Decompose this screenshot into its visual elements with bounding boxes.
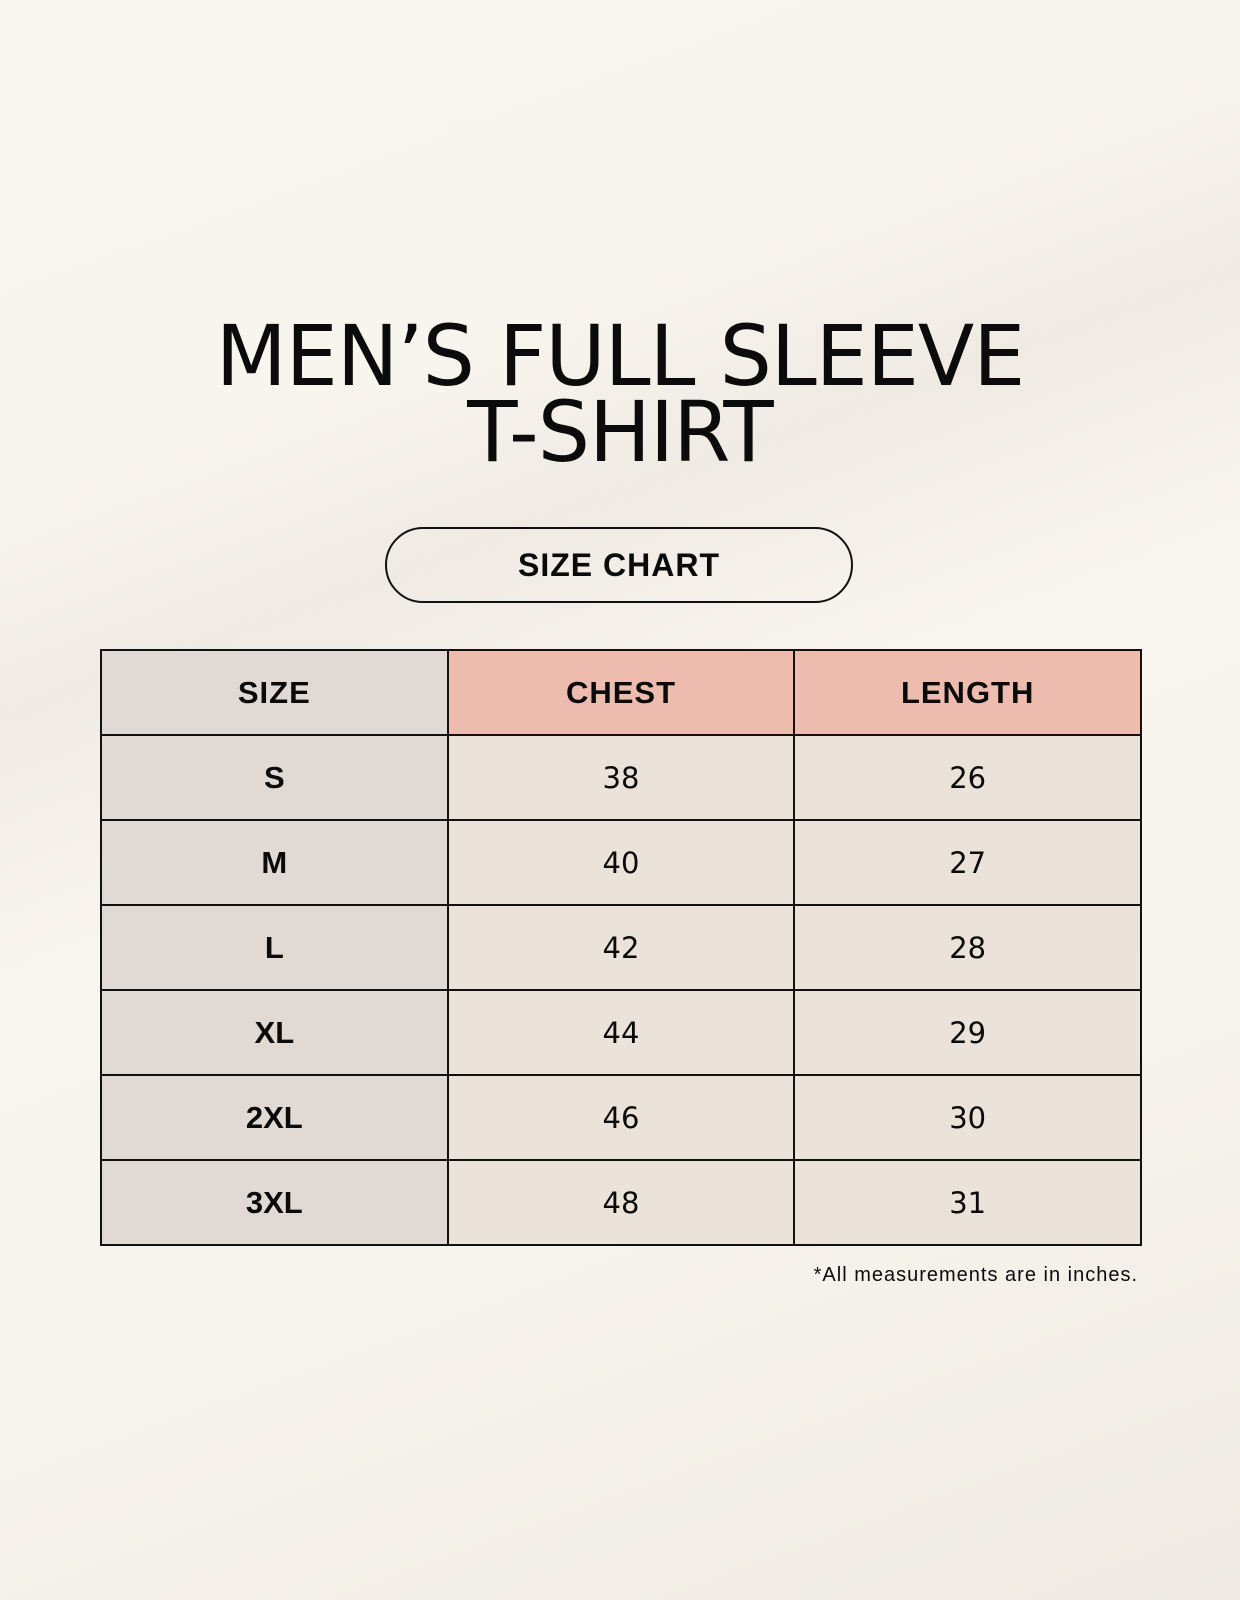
cell-chest: 46: [446, 1074, 796, 1161]
cell-length: 28: [793, 904, 1142, 991]
header-chest: CHEST: [446, 649, 796, 736]
cell-size: S: [100, 734, 449, 821]
title-line-1: MEN’S FULL SLEEVE: [215, 307, 1025, 405]
cell-size: 2XL: [100, 1074, 449, 1161]
size-table: SIZE CHEST LENGTH S 38 26 M 40 27 L 42 28 XL 44 29 2…: [100, 649, 1142, 1246]
table-row: 3XL 48 31: [100, 1159, 1142, 1246]
cell-chest: 40: [446, 819, 796, 906]
header-length: LENGTH: [793, 649, 1142, 736]
table-row: S 38 26: [100, 734, 1142, 821]
table-header-row: SIZE CHEST LENGTH: [100, 649, 1142, 736]
cell-length: 26: [793, 734, 1142, 821]
cell-chest: 44: [446, 989, 796, 1076]
title-line-2: T-SHIRT: [467, 383, 773, 481]
measurement-note: *All measurements are in inches.: [813, 1264, 1138, 1286]
page-title: MEN’S FULL SLEEVE T-SHIRT: [12, 307, 1227, 481]
cell-chest: 38: [446, 734, 796, 821]
table-row: L 42 28: [100, 904, 1142, 991]
cell-length: 27: [793, 819, 1142, 906]
cell-chest: 42: [446, 904, 796, 991]
table-row: XL 44 29: [100, 989, 1142, 1076]
cell-length: 29: [793, 989, 1142, 1076]
table-row: 2XL 46 30: [100, 1074, 1142, 1161]
size-chart-badge: SIZE CHART: [385, 527, 853, 603]
cell-size: L: [100, 904, 449, 991]
cell-length: 30: [793, 1074, 1142, 1161]
cell-size: XL: [100, 989, 449, 1076]
cell-size: M: [100, 819, 449, 906]
header-size: SIZE: [100, 649, 449, 736]
table-row: M 40 27: [100, 819, 1142, 906]
cell-size: 3XL: [100, 1159, 449, 1246]
cell-chest: 48: [446, 1159, 796, 1246]
cell-length: 31: [793, 1159, 1142, 1246]
